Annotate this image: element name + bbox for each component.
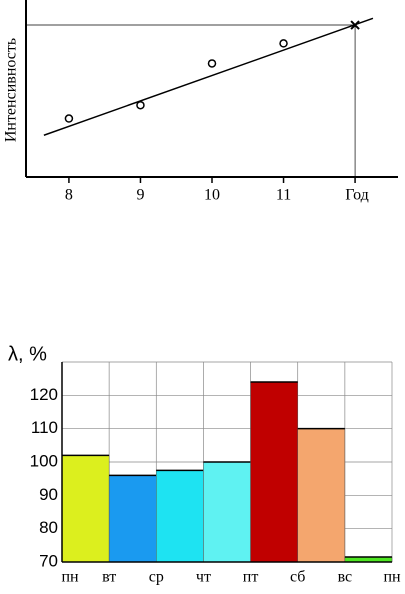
marker-cross: [350, 20, 360, 30]
y-tick-label: 120: [30, 385, 58, 404]
x-tick-label: пт: [243, 569, 259, 586]
x-axis-label: Год: [345, 187, 369, 204]
point: [207, 59, 217, 68]
x-tick-label: 10: [204, 187, 220, 204]
x-tick-label: сб: [290, 569, 305, 586]
x-tick-label: чт: [196, 569, 211, 586]
y-axis-label: λ, %: [8, 343, 47, 365]
point: [64, 114, 74, 123]
x-tick-label: пн: [383, 569, 401, 586]
y-tick-label: 90: [39, 485, 58, 504]
y-tick-label: 110: [31, 418, 58, 437]
point: [279, 39, 288, 48]
x-tick-label: 11: [276, 187, 291, 204]
y-axis-label: Интенсивность: [3, 38, 20, 142]
bar: [156, 470, 204, 563]
y-tick-label: 80: [39, 518, 58, 537]
bar: [108, 475, 157, 563]
x-tick-label: пн: [61, 569, 79, 586]
x-tick-label: 8: [65, 187, 73, 204]
bar: [297, 428, 346, 563]
trend-line: [43, 17, 374, 136]
bar: [250, 381, 298, 563]
y-tick-label: 70: [39, 551, 58, 570]
bar: [61, 455, 110, 563]
y-tick-label: 100: [30, 451, 58, 470]
x-tick-label: вт: [102, 569, 116, 586]
x-tick-label: ср: [149, 569, 164, 586]
point: [136, 100, 145, 110]
x-tick-label: вс: [338, 569, 353, 586]
x-tick-label: 9: [136, 187, 144, 204]
bar: [203, 461, 251, 563]
